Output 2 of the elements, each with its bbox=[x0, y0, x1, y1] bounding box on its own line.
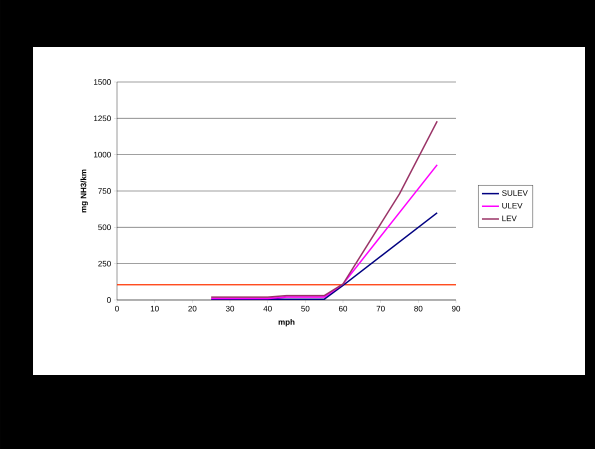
line-series bbox=[210, 120, 438, 298]
line-series bbox=[210, 164, 438, 300]
